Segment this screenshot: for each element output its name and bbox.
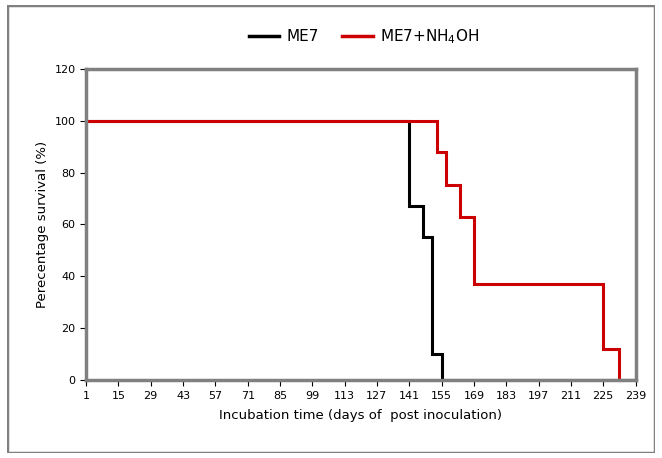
Y-axis label: Perecentage survival (%): Perecentage survival (%): [36, 141, 49, 308]
Legend: ME7, ME7+NH$_4$OH: ME7, ME7+NH$_4$OH: [243, 22, 485, 52]
X-axis label: Incubation time (days of  post inoculation): Incubation time (days of post inoculatio…: [219, 409, 502, 422]
